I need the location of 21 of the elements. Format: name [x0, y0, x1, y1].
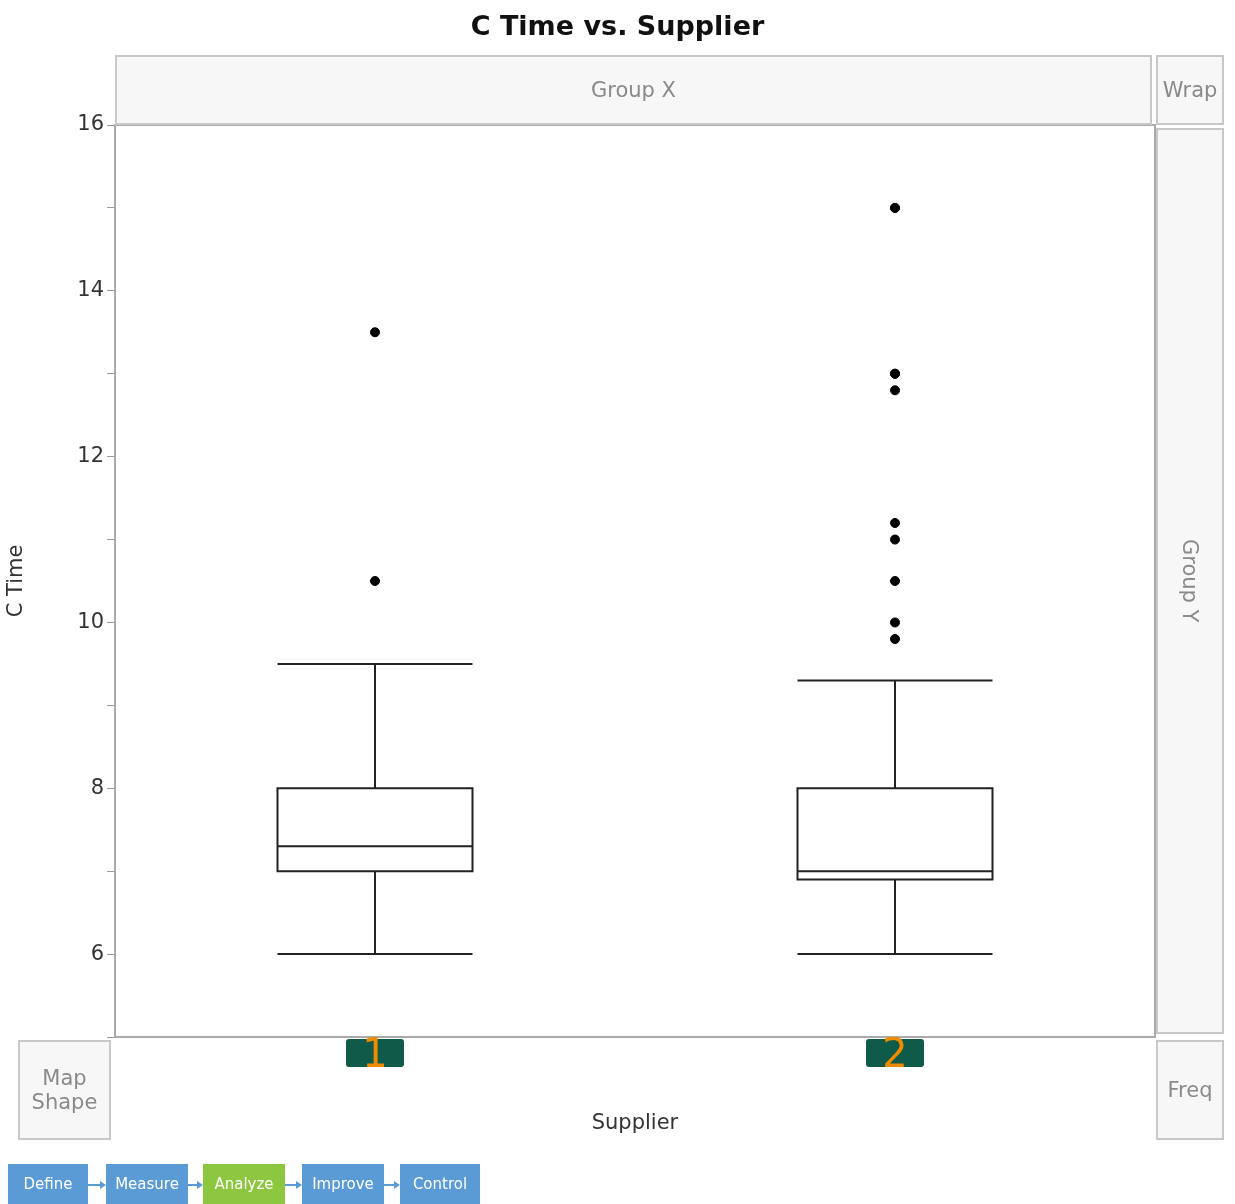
x-tick-label: 2	[882, 1030, 908, 1077]
y-tick-label: 16	[77, 111, 104, 136]
text: Define	[8, 1164, 88, 1204]
y-tick-label: 8	[90, 774, 104, 799]
text: Group X	[591, 78, 676, 102]
text: Improve	[302, 1164, 384, 1204]
y-tick-label: 6	[90, 940, 104, 965]
x-tick-label: 1	[362, 1030, 388, 1077]
text: Wrap	[1162, 78, 1218, 102]
chart-title: C Time vs. Supplier	[469, 10, 766, 41]
y-tick-label: 10	[77, 608, 104, 633]
text: Analyze	[203, 1164, 285, 1204]
text: Map Shape	[30, 1066, 99, 1114]
y-tick-label: 12	[77, 443, 104, 468]
text: Freq	[1167, 1078, 1213, 1102]
text: Control	[400, 1164, 480, 1204]
y-axis-title: C Time	[3, 544, 28, 618]
x-axis-title: Supplier	[591, 1109, 679, 1134]
y-tick-label: 14	[77, 277, 104, 302]
text: Group Y	[1178, 539, 1202, 623]
text: Measure	[106, 1164, 188, 1204]
